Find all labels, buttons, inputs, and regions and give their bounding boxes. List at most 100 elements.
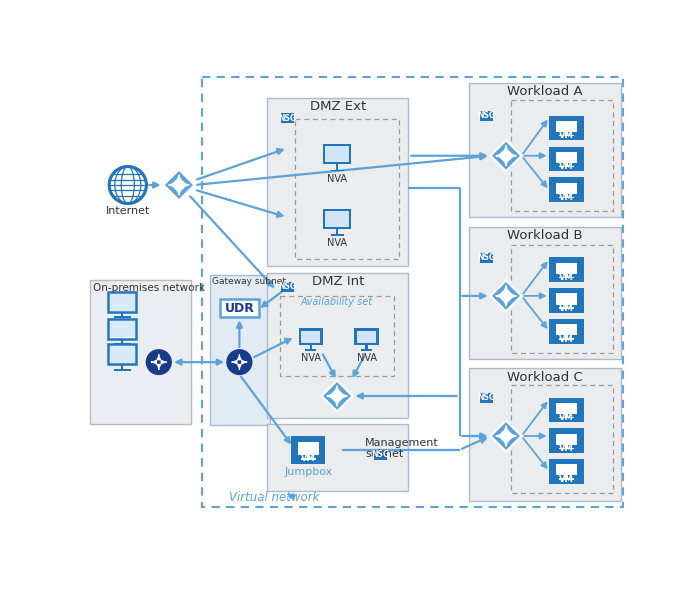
- Bar: [298, 442, 319, 455]
- Bar: [469, 83, 621, 217]
- Text: NVA: NVA: [327, 173, 347, 184]
- Circle shape: [331, 390, 343, 402]
- Polygon shape: [491, 421, 522, 452]
- Bar: [121, 339, 123, 343]
- Bar: [220, 299, 259, 317]
- Text: NSG: NSG: [279, 114, 297, 123]
- Bar: [559, 135, 574, 137]
- Circle shape: [227, 350, 252, 374]
- Bar: [511, 100, 613, 211]
- Polygon shape: [491, 140, 522, 171]
- Text: VM: VM: [559, 162, 574, 171]
- Bar: [559, 417, 574, 419]
- Bar: [566, 132, 568, 135]
- Bar: [469, 227, 621, 359]
- Text: On-premises network: On-premises network: [93, 283, 205, 293]
- Text: VM: VM: [301, 454, 316, 464]
- Bar: [110, 320, 135, 337]
- Bar: [309, 345, 312, 349]
- Bar: [267, 424, 408, 491]
- Text: DMZ Ext: DMZ Ext: [309, 100, 366, 113]
- Text: DMZ Int: DMZ Int: [312, 275, 364, 288]
- Bar: [357, 330, 376, 343]
- Bar: [90, 281, 190, 424]
- Bar: [361, 349, 372, 351]
- Bar: [307, 455, 309, 458]
- Text: VM: VM: [559, 334, 574, 344]
- Bar: [295, 119, 399, 259]
- Bar: [323, 144, 351, 165]
- Text: VM: VM: [559, 475, 574, 484]
- Bar: [267, 273, 408, 417]
- Text: UDR: UDR: [225, 302, 254, 315]
- Bar: [566, 304, 568, 307]
- Bar: [480, 393, 493, 403]
- Text: VM: VM: [559, 273, 574, 282]
- Text: Workload C: Workload C: [507, 371, 582, 384]
- Text: VM: VM: [559, 131, 574, 140]
- Bar: [280, 296, 394, 376]
- Bar: [566, 163, 568, 166]
- Bar: [480, 111, 493, 121]
- Bar: [281, 114, 294, 123]
- Bar: [110, 346, 135, 363]
- Bar: [566, 414, 568, 417]
- Bar: [114, 343, 131, 345]
- Bar: [559, 478, 574, 480]
- Text: NSG: NSG: [279, 282, 297, 291]
- Bar: [566, 475, 568, 478]
- Text: NSG: NSG: [477, 111, 496, 121]
- Bar: [550, 115, 584, 140]
- Bar: [469, 368, 621, 501]
- Text: Workload A: Workload A: [507, 85, 582, 98]
- Bar: [374, 450, 387, 460]
- Bar: [325, 211, 349, 227]
- Bar: [301, 458, 316, 459]
- Bar: [323, 209, 351, 229]
- Bar: [110, 294, 135, 311]
- Bar: [210, 275, 270, 425]
- Bar: [566, 445, 568, 448]
- Bar: [566, 274, 568, 276]
- Bar: [267, 98, 408, 266]
- Circle shape: [500, 430, 512, 442]
- Bar: [281, 282, 294, 292]
- Bar: [556, 121, 577, 132]
- Text: Internet: Internet: [106, 206, 150, 216]
- Bar: [550, 177, 584, 202]
- Bar: [556, 263, 577, 274]
- Circle shape: [500, 290, 512, 302]
- Text: Gateway subnet: Gateway subnet: [212, 278, 286, 287]
- Bar: [108, 292, 136, 312]
- Bar: [511, 385, 613, 493]
- Text: NVA: NVA: [327, 239, 347, 249]
- Text: NSG: NSG: [477, 393, 496, 403]
- Bar: [108, 345, 136, 365]
- Text: Jumpbox: Jumpbox: [284, 467, 332, 477]
- Text: Workload B: Workload B: [507, 229, 582, 242]
- Bar: [305, 349, 316, 351]
- Circle shape: [173, 179, 185, 191]
- Bar: [556, 324, 577, 335]
- Bar: [556, 433, 577, 445]
- Bar: [480, 253, 493, 263]
- Bar: [556, 464, 577, 475]
- Bar: [550, 459, 584, 484]
- Bar: [559, 166, 574, 168]
- Circle shape: [146, 350, 172, 374]
- Bar: [566, 194, 568, 197]
- Bar: [559, 276, 574, 278]
- Bar: [559, 448, 574, 449]
- Bar: [121, 312, 123, 317]
- Bar: [550, 258, 584, 282]
- Bar: [559, 307, 574, 309]
- Bar: [330, 169, 344, 172]
- Bar: [550, 146, 584, 171]
- Bar: [291, 436, 326, 464]
- Bar: [559, 197, 574, 198]
- Text: NSG: NSG: [372, 451, 389, 459]
- Bar: [354, 328, 379, 345]
- Text: NSG: NSG: [477, 253, 496, 262]
- Bar: [121, 365, 123, 369]
- Text: Virtual network: Virtual network: [228, 491, 319, 504]
